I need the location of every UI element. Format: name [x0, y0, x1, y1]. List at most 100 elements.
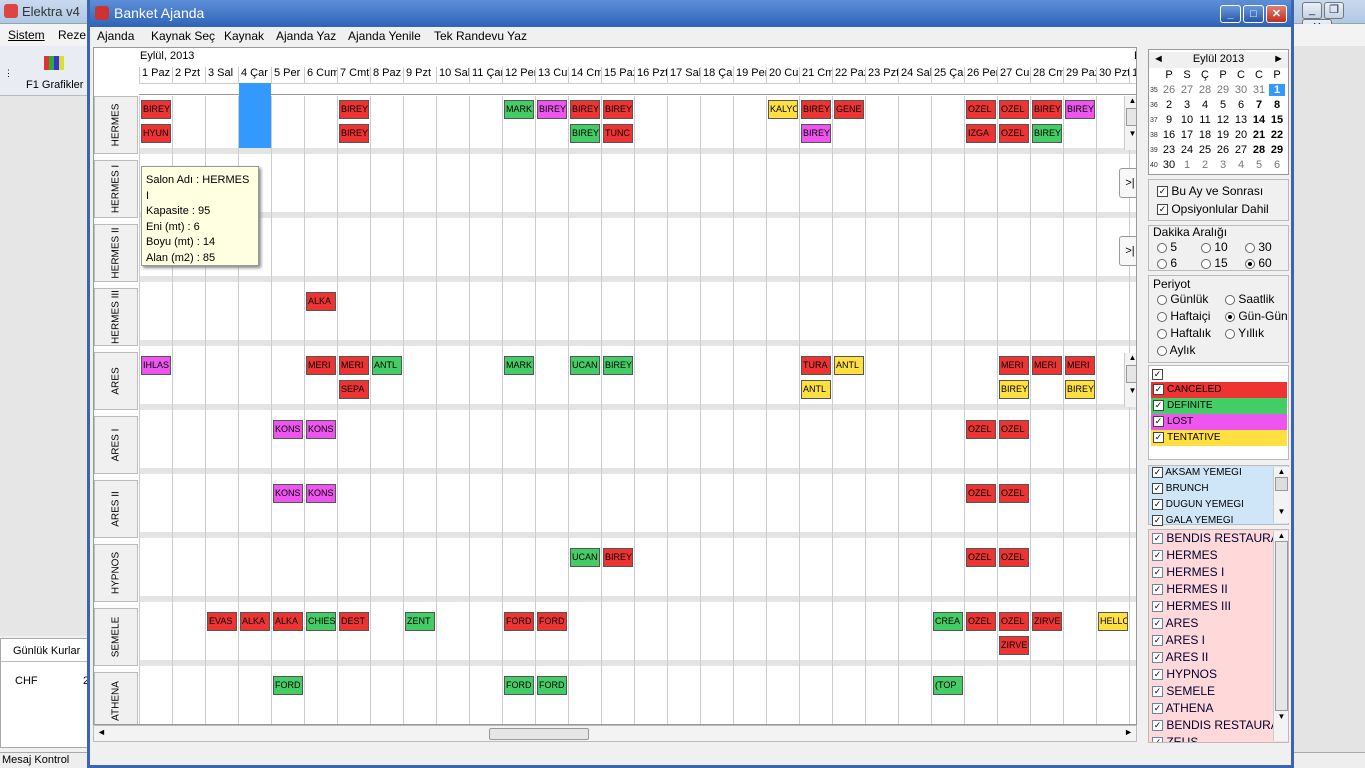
meal-filter-item[interactable]: ✓ GALA YEMEGI [1152, 515, 1233, 526]
event-block[interactable]: ANTL [372, 356, 402, 375]
meal-scrollbar[interactable]: ▲ ▼ [1273, 467, 1289, 523]
resource-checkbox[interactable]: ✓ [1152, 737, 1163, 742]
event-block[interactable]: BIREY [570, 124, 600, 143]
day-header[interactable]: 21 Cmt [799, 67, 832, 83]
resource-filter-item[interactable]: ✓ HYPNOS [1152, 667, 1217, 681]
periyot-radio[interactable]: Günlük [1157, 292, 1208, 306]
maximize-button[interactable]: □ [1243, 5, 1264, 23]
resource-checkbox[interactable]: ✓ [1152, 635, 1163, 647]
resource-filter-item[interactable]: ✓ ARES II [1152, 650, 1208, 664]
day-header[interactable]: 4 Çar [238, 67, 271, 83]
day-header[interactable]: 14 Cmt [568, 67, 601, 83]
day-header[interactable]: 25 Çar [931, 67, 964, 83]
event-block[interactable]: ZIRVE [999, 636, 1029, 655]
menu-ajanda-yaz[interactable]: Ajanda Yaz [276, 29, 337, 43]
event-block[interactable]: BIREY [1065, 100, 1095, 119]
day-header[interactable]: 30 Pzt [1096, 67, 1129, 83]
room-label[interactable]: HERMES I [94, 160, 138, 218]
resource-filter-item[interactable]: ✓ ATHENA [1152, 701, 1213, 715]
calendar-day[interactable]: 2 [1165, 99, 1173, 111]
resource-checkbox[interactable]: ✓ [1152, 567, 1163, 579]
calendar-day[interactable]: 10 [1180, 114, 1194, 126]
event-block[interactable]: ZIRVE [1032, 612, 1062, 631]
calendar-day[interactable]: 19 [1216, 129, 1230, 141]
day-header[interactable]: 3 Sal [205, 67, 238, 83]
resource-checkbox[interactable]: ✓ [1152, 550, 1163, 562]
event-block[interactable]: CHIES [306, 612, 336, 631]
event-block[interactable]: (TOP [933, 676, 963, 695]
dakika-radio[interactable]: 60 [1245, 256, 1272, 270]
periyot-radio[interactable]: Haftaiçi [1157, 309, 1210, 323]
event-block[interactable]: OZEL [966, 548, 996, 567]
close-button[interactable]: ✕ [1266, 5, 1287, 23]
calendar-day[interactable]: 30 [1162, 159, 1176, 171]
day-header[interactable]: 7 Cmt [337, 67, 370, 83]
event-block[interactable]: EVAS [207, 612, 237, 631]
event-block[interactable]: BIREY [339, 100, 369, 119]
calendar-day[interactable]: 28 [1198, 84, 1212, 96]
event-block[interactable]: BIREY [999, 380, 1029, 399]
event-block[interactable]: BIREY [141, 100, 171, 119]
event-block[interactable]: OZEL [999, 548, 1029, 567]
event-block[interactable]: MERI [1032, 356, 1062, 375]
day-header[interactable]: 19 Per [733, 67, 766, 83]
bg-minimize-button[interactable]: _ [1302, 2, 1322, 19]
calendar-day[interactable]: 25 [1198, 144, 1212, 156]
grafikler-button[interactable]: F1 Grafikler [26, 79, 84, 91]
event-block[interactable]: OZEL [966, 420, 996, 439]
day-header[interactable]: 5 Per [271, 67, 304, 83]
day-header[interactable]: 29 Paz [1063, 67, 1096, 83]
calendar-day[interactable]: 27 [1180, 84, 1194, 96]
calendar-day[interactable]: 2 [1201, 159, 1209, 171]
periyot-radio[interactable]: Haftalık [1157, 326, 1211, 340]
resource-filter-item[interactable]: ✓ ARES I [1152, 633, 1205, 647]
resource-checkbox[interactable]: ✓ [1152, 669, 1163, 681]
event-block[interactable]: OZEL [966, 612, 996, 631]
calendar-day[interactable]: 6 [1237, 99, 1245, 111]
resource-checkbox[interactable]: ✓ [1152, 618, 1163, 630]
event-block[interactable]: OZEL [999, 420, 1029, 439]
room-label[interactable]: ARES II [94, 480, 138, 538]
event-block[interactable]: MERI [339, 356, 369, 375]
scroll-left-icon[interactable]: ◄ [97, 727, 106, 737]
event-block[interactable]: MERI [306, 356, 336, 375]
calendar-day[interactable]: 26 [1162, 84, 1176, 96]
calendar-day[interactable]: 7 [1255, 99, 1263, 111]
event-block[interactable]: KONS [273, 420, 303, 439]
menu-kaynak-sec[interactable]: Kaynak Seç [151, 29, 216, 43]
menu-tek-randevu-yaz[interactable]: Tek Randevu Yaz [434, 29, 527, 43]
calendar-day[interactable]: 8 [1273, 99, 1281, 111]
calendar-day[interactable]: 26 [1216, 144, 1230, 156]
calendar-day[interactable]: 17 [1180, 129, 1194, 141]
resource-filter-item[interactable]: ✓ HERMES II [1152, 582, 1228, 596]
scroll-thumb[interactable] [489, 728, 589, 740]
event-block[interactable]: BIREY [801, 124, 831, 143]
row-scrollbar[interactable]: ▲ ▼ [1124, 96, 1136, 150]
calendar-day[interactable]: 22 [1270, 129, 1284, 141]
day-header[interactable]: 11 Çar [469, 67, 502, 83]
event-block[interactable]: BIREY [603, 548, 633, 567]
day-header[interactable]: 16 Pzt [634, 67, 667, 83]
status-checkbox[interactable]: ✓ [1153, 432, 1164, 443]
resource-filter-item[interactable]: ✓ ARES [1152, 616, 1198, 630]
resource-filter-item[interactable]: ✓ HERMES III [1152, 599, 1231, 613]
calendar-day[interactable]: 20 [1234, 129, 1248, 141]
calendar-day[interactable]: 13 [1234, 114, 1248, 126]
room-label[interactable]: HERMES II [94, 224, 138, 282]
menu-ajanda-yenile[interactable]: Ajanda Yenile [348, 29, 421, 43]
event-block[interactable]: ANTL [801, 380, 831, 399]
calendar-day[interactable]: 29 [1270, 144, 1284, 156]
event-block[interactable]: OZEL [999, 124, 1029, 143]
day-header[interactable]: 10 Sal [436, 67, 469, 83]
room-label[interactable]: ARES [94, 352, 138, 410]
calendar-day[interactable]: 1 [1269, 84, 1285, 96]
event-block[interactable]: GENE [834, 100, 864, 119]
resource-filter-item[interactable]: ✓ BENDIS RESTAURANT [1152, 531, 1288, 545]
next-month-icon[interactable]: ► [1273, 53, 1284, 65]
event-block[interactable]: OZEL [999, 612, 1029, 631]
event-block[interactable]: ALKA [306, 292, 336, 311]
event-block[interactable]: FORD [537, 612, 567, 631]
resource-filter-item[interactable]: ✓ SEMELE [1152, 684, 1215, 698]
event-block[interactable]: ALKA [273, 612, 303, 631]
resource-checkbox[interactable]: ✓ [1152, 720, 1163, 732]
